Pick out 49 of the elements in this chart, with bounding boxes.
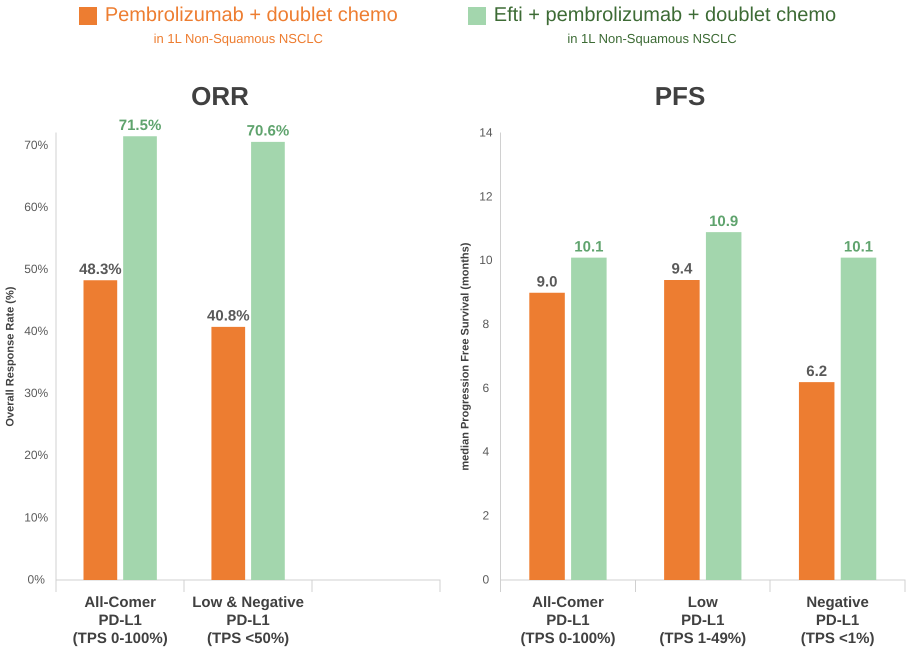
data-label: 9.0: [536, 273, 558, 290]
y-tick-label: 20%: [24, 448, 49, 462]
x-tick-label: Low PD-L1 (TPS 1-49%): [659, 594, 746, 648]
y-tick-label: 30%: [24, 386, 49, 400]
bar: [571, 258, 607, 580]
bar: [84, 280, 118, 580]
y-tick-label: 10: [479, 253, 493, 268]
y-tick-label: 6: [482, 380, 490, 395]
y-tick-label: 40%: [24, 324, 49, 338]
data-label: 70.6%: [246, 122, 290, 140]
y-tick-label: 14: [479, 126, 493, 140]
legend-label: Efti + pembrolizumab + doublet chemo: [494, 4, 836, 27]
x-tick-label: Low & Negative PD-L1 (TPS <50%): [192, 594, 304, 648]
y-tick-label: 70%: [24, 138, 49, 152]
bar: [840, 258, 876, 580]
y-tick-label: 12: [479, 189, 493, 204]
bar: [211, 326, 246, 580]
chart-title: ORR: [191, 80, 250, 111]
legend-label: Pembrolizumab + doublet chemo: [104, 4, 398, 27]
y-tick-label: 0%: [28, 572, 46, 586]
x-tick-label: Negative PD-L1 (TPS <1%): [800, 594, 874, 648]
text: in 1L Non-Squamous NSCLC: [152, 31, 324, 46]
x-tick-label: All-Comer PD-L1 (TPS 0-100%): [72, 594, 168, 648]
data-label: 48.3%: [79, 260, 122, 278]
y-tick-label: 0: [482, 572, 490, 586]
bar: [529, 292, 565, 580]
y-axis-title: median Progression Free Survival (months): [460, 242, 472, 471]
x-tick-label: All-Comer PD-L1 (TPS 0-100%): [520, 594, 616, 648]
y-tick-label: 60%: [24, 200, 49, 214]
data-label: 6.2: [806, 362, 828, 380]
data-label: 40.8%: [207, 307, 250, 324]
chart-title: PFS: [654, 80, 706, 111]
data-label: 9.4: [671, 260, 693, 278]
bar: [798, 382, 834, 580]
text: in 1L Non-Squamous NSCLC: [566, 31, 738, 46]
y-tick-label: 10%: [24, 510, 49, 524]
data-label: 10.9: [709, 212, 738, 230]
bar: [251, 142, 285, 580]
data-label: 71.5%: [118, 116, 162, 134]
y-tick-label: 8: [482, 317, 490, 331]
data-label: 10.1: [844, 238, 874, 256]
y-tick-label: 4: [482, 444, 490, 459]
bar: [706, 232, 742, 580]
bar: [123, 136, 157, 580]
y-tick-label: 2: [482, 508, 490, 522]
bar: [664, 280, 700, 580]
data-label: 10.1: [574, 238, 604, 256]
y-axis-title: Overall Response Rate (%): [4, 286, 17, 427]
y-tick-label: 50%: [24, 262, 49, 276]
